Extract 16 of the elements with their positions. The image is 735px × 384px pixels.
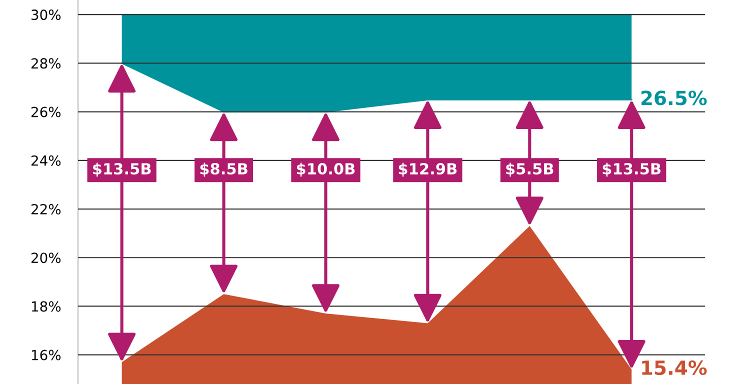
- y-tick-label: 24%: [31, 155, 61, 166]
- annotation: $5.5B: [506, 162, 554, 177]
- y-tick-label: 26%: [31, 106, 61, 118]
- annotation: $13.5B: [93, 162, 151, 177]
- y-tick-label: 20%: [31, 252, 61, 264]
- annotation: $10.0B: [296, 162, 355, 177]
- y-tick-label: 22%: [31, 204, 61, 214]
- annotation: $12.9B: [398, 162, 457, 177]
- y-tick-label: 30%: [32, 10, 61, 20]
- annotation: $8.5B: [200, 162, 248, 177]
- y-tick-label: 16%: [32, 350, 61, 360]
- data-label: 15.4%: [642, 360, 707, 376]
- data-label: 26.5%: [641, 90, 707, 106]
- annotation: $13.5B: [602, 162, 661, 177]
- y-tick-label: 18%: [32, 301, 61, 312]
- y-tick-label: 28%: [31, 58, 61, 69]
